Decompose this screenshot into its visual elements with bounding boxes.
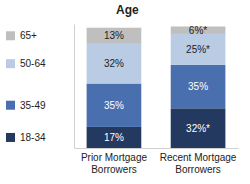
legend-item: 65+ xyxy=(6,30,37,41)
legend: 18-34 35-49 50-64 65+ xyxy=(6,30,46,143)
data-labels: 17% 32%* 35% 35% 32% 25%* 13% 6%* xyxy=(104,25,210,143)
plot: 17% 32%* 35% 35% 32% 25%* 13% 6%* Prior Mortgage… xyxy=(75,25,239,175)
legend-swatch xyxy=(6,59,15,68)
x-axis: Prior MortgageBorrowers Recent MortgageBo… xyxy=(75,149,239,175)
x-tick-label: Prior MortgageBorrowers xyxy=(81,152,148,175)
legend-label: 50-64 xyxy=(20,58,46,69)
bar-segment xyxy=(87,84,142,127)
x-tick: Recent MortgageBorrowers xyxy=(160,152,237,175)
bar-segment xyxy=(87,44,142,84)
x-tick-label: Recent MortgageBorrowers xyxy=(160,152,237,175)
data-label: 17% xyxy=(104,132,124,143)
legend-label: 65+ xyxy=(20,30,37,41)
data-label: 32%* xyxy=(186,123,210,134)
data-label: 25%* xyxy=(186,44,210,55)
data-label: 32% xyxy=(104,58,124,69)
legend-swatch xyxy=(6,133,15,142)
bar-segment xyxy=(171,34,226,65)
bar-segment xyxy=(171,65,226,108)
y-axis xyxy=(74,25,75,149)
bars xyxy=(87,26,226,148)
data-label: 13% xyxy=(104,30,124,41)
bar-segment xyxy=(87,127,142,148)
bar-segment xyxy=(171,108,226,148)
legend-label: 18-34 xyxy=(20,132,46,143)
legend-item: 35-49 xyxy=(6,100,46,111)
legend-label: 35-49 xyxy=(20,100,46,111)
title: Age xyxy=(116,3,139,17)
data-label: 35% xyxy=(104,100,124,111)
legend-item: 18-34 xyxy=(6,132,46,143)
x-axis-line xyxy=(75,148,239,149)
legend-item: 50-64 xyxy=(6,58,46,69)
y-axis-line xyxy=(74,25,75,149)
data-label: 35% xyxy=(188,81,208,92)
data-label: 6%* xyxy=(189,25,207,36)
chart: 17% 32%* 35% 35% 32% 25%* 13% 6%* Prior Mortgage… xyxy=(0,0,250,184)
x-tick: Prior MortgageBorrowers xyxy=(81,152,148,175)
bar-segment xyxy=(87,28,142,44)
legend-swatch xyxy=(6,31,15,40)
legend-swatch xyxy=(6,101,15,110)
